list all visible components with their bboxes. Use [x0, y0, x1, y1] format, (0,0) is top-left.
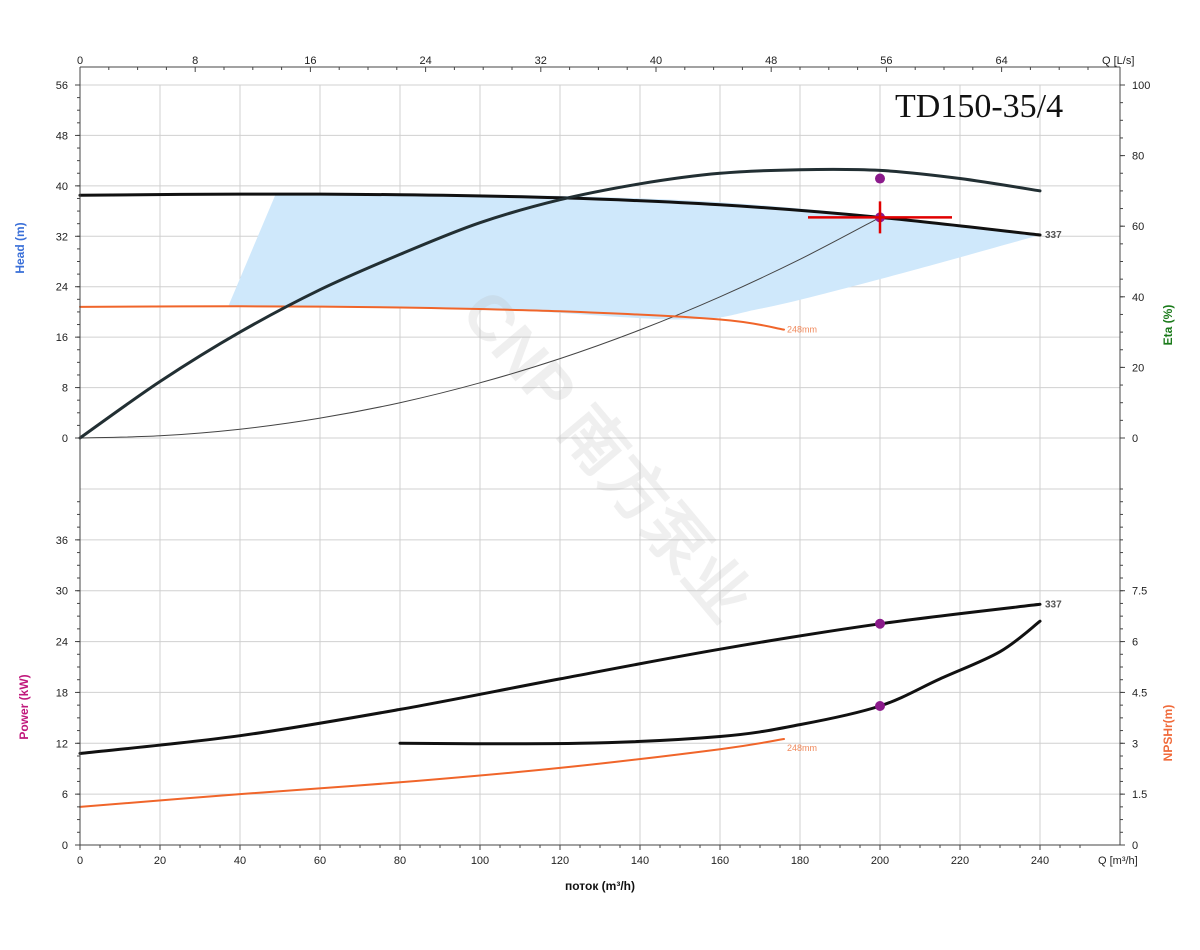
- power-curve-248mm: [79, 738, 785, 808]
- power-axis-tick-label: 12: [56, 738, 68, 750]
- npsh-axis-tick-label: 3: [1132, 738, 1138, 750]
- x-tick-label: 80: [394, 855, 406, 867]
- x-tick-label: 140: [631, 855, 649, 867]
- power-axis-tick-label: 0: [62, 840, 68, 852]
- power-axis-tick-label: 6: [62, 789, 68, 801]
- x-top-tick-label: 24: [419, 55, 431, 67]
- operating-point-marker: [875, 700, 885, 711]
- operating-range-fill: [228, 193, 1040, 320]
- power-axis-tick-label: 36: [56, 535, 68, 547]
- x-top-tick-label: 64: [995, 55, 1007, 67]
- x-tick-label: 20: [154, 855, 166, 867]
- head-axis-tick-label: 40: [56, 181, 68, 193]
- operating-point-marker: [875, 173, 885, 184]
- labels: 337 337 248mm 248mm: [787, 230, 1062, 753]
- power-248-label: 248mm: [787, 743, 817, 753]
- eta-axis-tick-label: 0: [1132, 433, 1138, 445]
- head-curve-248mm: [79, 305, 785, 331]
- eta-axis-tick-label: 100: [1132, 80, 1150, 92]
- head-axis-tick-label: 56: [56, 80, 68, 92]
- power-axis-tick-label: 18: [56, 687, 68, 699]
- head-axis-tick-label: 48: [56, 130, 68, 142]
- x-top-tick-label: 0: [77, 55, 83, 67]
- eta-axis-tick-label: 40: [1132, 292, 1144, 304]
- x-tick-label: 240: [1031, 855, 1049, 867]
- head-axis-tick-label: 8: [62, 383, 68, 395]
- x-top-tick-label: 40: [650, 55, 662, 67]
- operating-range-area: [228, 193, 1040, 320]
- x-tick-label: 180: [791, 855, 809, 867]
- x-top-tick-label: 32: [535, 55, 547, 67]
- eta-axis-title: Eta (%): [1161, 305, 1175, 346]
- head-axis-tick-label: 0: [62, 433, 68, 445]
- x-tick-label: 100: [471, 855, 489, 867]
- x-tick-label: 0: [77, 855, 83, 867]
- x-tick-label: 160: [711, 855, 729, 867]
- x-top-tick-label: 16: [304, 55, 316, 67]
- x-tick-label: 220: [951, 855, 969, 867]
- chart-title: TD150-35/4: [895, 88, 1063, 125]
- eta-axis-tick-label: 20: [1132, 362, 1144, 374]
- x-axis-title: поток (m³/h): [565, 879, 635, 893]
- x-tick-label: 40: [234, 855, 246, 867]
- head-axis-tick-label: 32: [56, 231, 68, 243]
- head-axis-title: Head (m): [13, 222, 27, 273]
- x-tick-label: 60: [314, 855, 326, 867]
- watermark: CNP 南方泵业: [448, 277, 765, 636]
- eta-axis-tick-label: 60: [1132, 221, 1144, 233]
- curves: [78, 167, 1042, 808]
- npsh-axis-title: NPSHr(m): [1161, 705, 1175, 762]
- npsh-axis-tick-label: 1.5: [1132, 789, 1147, 801]
- operating-point-marker: [875, 618, 885, 629]
- power-axis-tick-label: 30: [56, 586, 68, 598]
- head-curve-label: 337: [1045, 230, 1062, 241]
- npshr-curve: [398, 619, 1042, 746]
- x-top-tick-label: 56: [880, 55, 892, 67]
- power-axis-title: Power (kW): [17, 674, 31, 739]
- axes: 0 20 40 60 80 100 120 140 160 180 200 220 240 Q [m³/h…: [13, 55, 1175, 893]
- x-top-unit-label: Q [L/s]: [1102, 55, 1134, 67]
- head-248-label: 248mm: [787, 325, 817, 335]
- x-top-tick-label: 48: [765, 55, 777, 67]
- watermark-text: CNP 南方泵业: [448, 277, 765, 636]
- power-curve-label: 337: [1045, 599, 1062, 610]
- x-axis-unit-label: Q [m³/h]: [1098, 855, 1138, 867]
- npsh-axis-tick-label: 6: [1132, 637, 1138, 649]
- eta-axis-tick-label: 80: [1132, 151, 1144, 163]
- npsh-axis-tick-label: 7.5: [1132, 586, 1147, 598]
- npsh-axis-tick-label: 0: [1132, 840, 1138, 852]
- power-axis-tick-label: 24: [56, 637, 68, 649]
- npsh-axis-tick-label: 4.5: [1132, 687, 1147, 699]
- head-axis-tick-label: 24: [56, 282, 68, 294]
- x-tick-label: 200: [871, 855, 889, 867]
- x-top-tick-label: 8: [192, 55, 198, 67]
- head-axis-tick-label: 16: [56, 332, 68, 344]
- efficiency-curve: [78, 167, 1042, 440]
- system-curve: [79, 216, 881, 439]
- x-tick-label: 120: [551, 855, 569, 867]
